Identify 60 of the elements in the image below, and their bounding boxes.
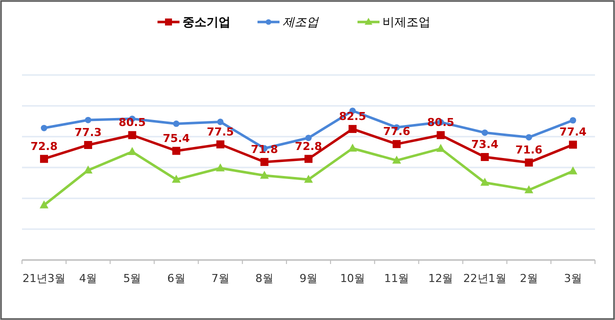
point <box>172 146 180 155</box>
point <box>524 158 533 167</box>
legend-label: 중소기업 <box>182 15 230 30</box>
data-label: 77.4 <box>559 126 587 139</box>
point <box>392 156 402 164</box>
point <box>216 163 225 172</box>
x-tick-label: 3월 <box>564 272 582 285</box>
point <box>568 140 577 149</box>
point <box>348 144 357 152</box>
point <box>217 118 224 126</box>
point <box>305 134 312 142</box>
x-tick-label: 2월 <box>520 272 538 285</box>
data-label: 73.4 <box>471 138 499 152</box>
data-label: 71.8 <box>250 142 278 156</box>
x-tick-label: 5월 <box>123 272 142 285</box>
x-tick-label: 6월 <box>167 272 186 285</box>
point <box>216 140 224 148</box>
point <box>480 153 489 162</box>
point <box>304 154 312 163</box>
x-tick-label: 21년3월 <box>22 272 66 285</box>
data-label: 71.6 <box>515 144 543 157</box>
point <box>482 129 488 136</box>
point <box>173 120 180 127</box>
point <box>348 124 357 133</box>
data-label: 80.5 <box>118 116 146 130</box>
x-tick-label: 11월 <box>384 272 410 285</box>
point <box>84 165 93 174</box>
data-label: 77.3 <box>74 126 102 139</box>
legend-label: 비제조업 <box>382 15 430 30</box>
point <box>128 131 136 140</box>
legend-label: 제조업 <box>282 15 320 30</box>
data-label: 80.5 <box>427 116 454 130</box>
x-tick-label: 12월 <box>428 272 454 285</box>
data-label: 72.8 <box>294 140 322 153</box>
x-tick-label: 9월 <box>300 272 318 285</box>
point <box>260 170 269 179</box>
point <box>40 124 48 132</box>
data-label: 77.6 <box>383 125 411 138</box>
point <box>40 154 48 163</box>
point <box>436 131 445 140</box>
data-label: 72.8 <box>30 140 58 153</box>
point <box>172 174 181 183</box>
x-tick-label: 4월 <box>79 272 98 285</box>
point <box>304 174 313 183</box>
point <box>392 140 401 148</box>
point <box>524 185 534 194</box>
point <box>526 134 532 140</box>
point <box>480 178 490 186</box>
point <box>84 140 92 149</box>
x-tick-label: 7월 <box>211 272 230 285</box>
x-tick-label: 8월 <box>255 272 274 285</box>
data-label: 77.5 <box>206 125 234 138</box>
point <box>40 200 48 208</box>
point <box>260 158 268 166</box>
x-tick-label: 10월 <box>340 272 366 285</box>
point <box>84 116 92 124</box>
data-label: 75.4 <box>162 132 190 145</box>
x-tick-label: 22년1월 <box>463 272 506 285</box>
point <box>570 117 576 124</box>
point <box>568 166 578 174</box>
